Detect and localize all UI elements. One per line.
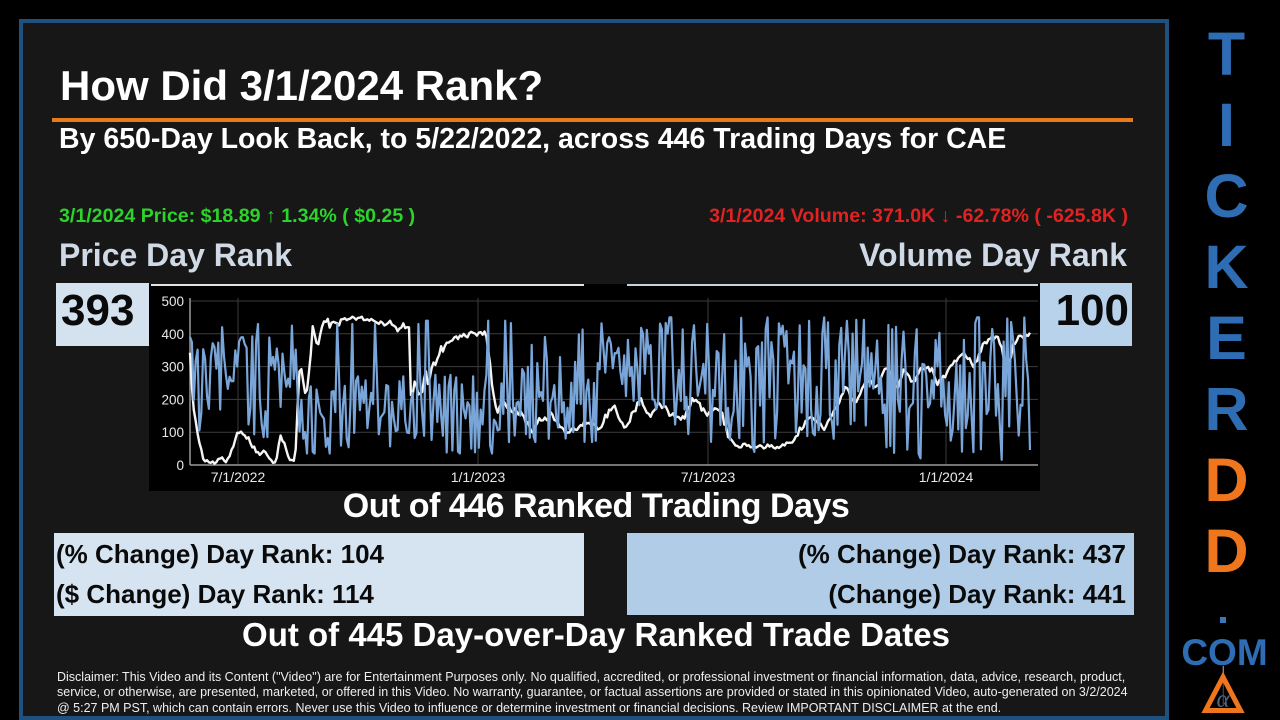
svg-text:1/1/2024: 1/1/2024	[919, 469, 974, 485]
svg-text:300: 300	[161, 360, 184, 375]
svg-text:7/1/2022: 7/1/2022	[211, 469, 266, 485]
svg-text:1/1/2023: 1/1/2023	[451, 469, 506, 485]
svg-text:7/1/2023: 7/1/2023	[681, 469, 736, 485]
svg-text:500: 500	[161, 294, 184, 309]
svg-text:400: 400	[161, 327, 184, 342]
svg-text:0: 0	[176, 458, 184, 473]
svg-text:α: α	[1216, 686, 1230, 713]
svg-text:200: 200	[161, 392, 184, 407]
svg-text:100: 100	[161, 425, 184, 440]
